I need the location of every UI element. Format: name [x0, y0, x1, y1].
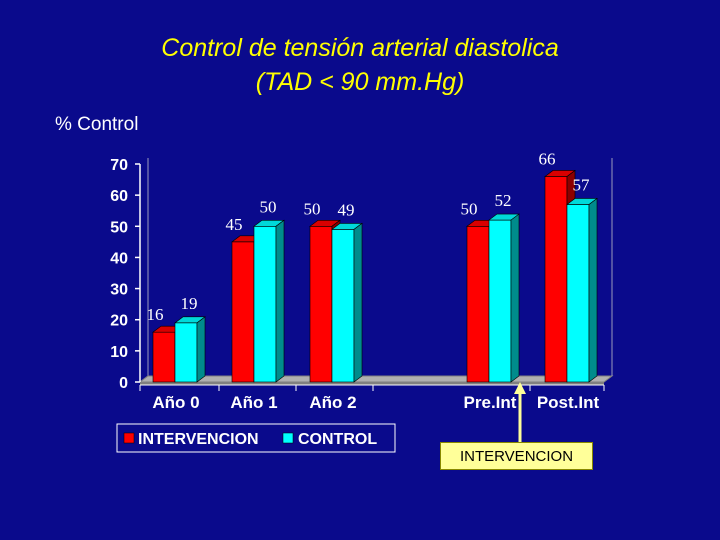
x-tick-label: Pre.Int: [464, 393, 517, 412]
data-label-control: 52: [495, 191, 512, 210]
y-tick-label: 60: [110, 188, 128, 205]
bar-intervencion: [466, 225, 490, 383]
back-wall-edge: [139, 158, 149, 383]
data-label-control: 49: [338, 200, 355, 219]
y-tick-label: 30: [110, 282, 128, 299]
chart-floor: [138, 375, 614, 383]
data-label-intervencion: 16: [147, 305, 164, 324]
bar-control: [331, 229, 355, 383]
bar-intervencion: [309, 225, 333, 383]
data-label-intervencion: 45: [226, 215, 243, 234]
y-tick-label: 50: [110, 219, 128, 236]
data-label-control: 50: [260, 197, 277, 216]
chart-floor-front: [140, 382, 604, 385]
bar-control-side: [196, 316, 206, 383]
bar-control-side: [510, 213, 520, 383]
chart-title: Control de tensión arterial diastolica: [161, 34, 559, 62]
y-tick-label: 40: [110, 250, 128, 267]
x-tick-label: Post.Int: [537, 393, 600, 412]
bar-intervencion: [152, 331, 176, 383]
bar-control: [488, 219, 512, 383]
chart-subtitle: (TAD < 90 mm.Hg): [255, 68, 465, 96]
bar-intervencion: [231, 241, 255, 383]
x-tick-label: Año 1: [230, 393, 277, 412]
y-tick-label: 20: [110, 313, 128, 330]
y-axis-label: % Control: [55, 114, 139, 135]
legend-swatch-control: [282, 432, 294, 444]
data-label-intervencion: 50: [304, 199, 321, 218]
legend-swatch-intervencion: [123, 432, 135, 444]
bar-intervencion: [544, 176, 568, 383]
bar-control: [566, 204, 590, 383]
x-tick-label: Año 2: [309, 393, 356, 412]
data-label-intervencion: 50: [461, 199, 478, 218]
legend-label-control: CONTROL: [298, 431, 377, 448]
x-tick-label: Año 0: [152, 393, 199, 412]
legend-box: [116, 423, 396, 453]
data-label-control: 19: [181, 294, 198, 313]
bar-control-side: [275, 219, 285, 383]
intervention-arrowhead: [514, 382, 526, 394]
bar-control-side: [353, 222, 363, 383]
data-label-control: 57: [573, 175, 591, 194]
y-tick-label: 0: [119, 375, 128, 392]
y-tick-label: 10: [110, 344, 128, 361]
y-tick-label: 70: [110, 157, 128, 174]
data-label-intervencion: 66: [539, 149, 556, 168]
bar-control-side: [588, 197, 598, 383]
bar-control: [174, 322, 198, 383]
bar-control: [253, 225, 277, 383]
intervention-annotation: INTERVENCION: [440, 442, 593, 470]
legend-label-intervencion: INTERVENCION: [138, 431, 259, 448]
